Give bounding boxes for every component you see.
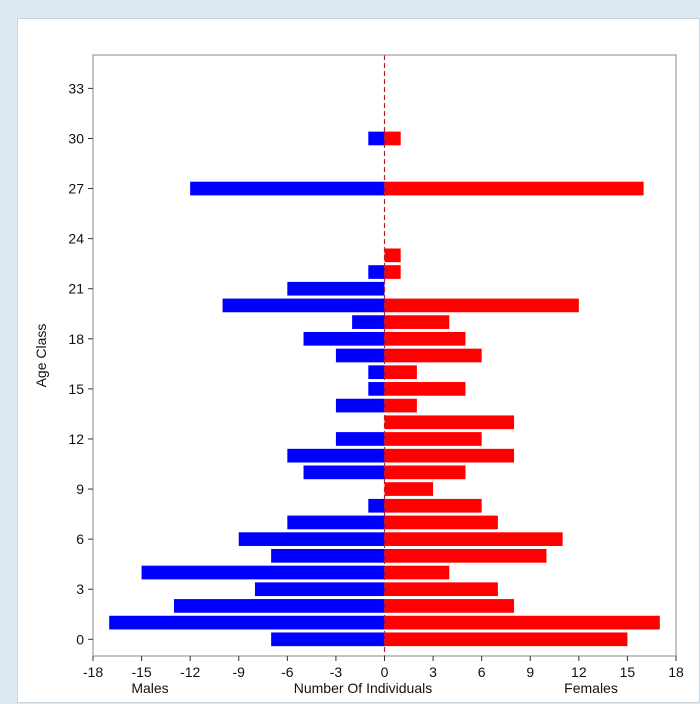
males-label: Males	[131, 680, 168, 696]
y-tick-label: 18	[68, 331, 84, 347]
bars-layer	[109, 131, 660, 647]
x-tick-label: 15	[620, 664, 636, 680]
female-bar-age-20	[384, 298, 579, 313]
female-bar-age-11	[384, 448, 515, 463]
female-bar-age-4	[384, 565, 450, 580]
females-label: Females	[564, 680, 618, 696]
population-pyramid-chart: -18 -15 -12 -9 -6 -3 0 3 6 9 12 15 18 0 3 6 9 12 15 18 21 24…	[33, 54, 684, 696]
y-tick-label: 27	[68, 181, 84, 197]
male-bar-age-7	[287, 515, 385, 530]
female-bar-age-23	[384, 248, 401, 263]
x-tick-label: 0	[381, 664, 389, 680]
female-bar-age-27	[384, 181, 644, 196]
male-bar-age-15	[368, 382, 385, 396]
y-tick-label: 30	[68, 130, 84, 146]
female-bar-age-7	[384, 515, 498, 530]
y-tick-label: 3	[76, 581, 84, 597]
female-bar-age-18	[384, 331, 466, 346]
male-bar-age-14	[335, 398, 385, 413]
x-tick-label: -3	[330, 664, 343, 680]
female-bar-age-22	[384, 265, 401, 279]
chart-panel: -18 -15 -12 -9 -6 -3 0 3 6 9 12 15 18 0 3 6 9 12 15 18 21 24…	[17, 18, 700, 703]
male-bar-age-17	[335, 348, 385, 363]
x-axis-label: Number Of Individuals	[294, 680, 433, 696]
y-tick-label: 0	[76, 631, 84, 647]
y-tick-label: 33	[68, 80, 84, 96]
female-bar-age-13	[384, 415, 515, 430]
y-tick-label: 12	[68, 431, 84, 447]
female-bar-age-0	[384, 632, 628, 647]
female-bar-age-3	[384, 582, 498, 597]
x-tick-label: -18	[83, 664, 103, 680]
x-tick-label: -9	[233, 664, 246, 680]
female-bar-age-30	[384, 131, 401, 146]
male-bar-age-12	[335, 432, 385, 446]
male-bar-age-5	[271, 548, 385, 563]
x-axis-ticks: -18 -15 -12 -9 -6 -3 0 3 6 9 12 15 18	[83, 656, 684, 680]
male-bar-age-22	[368, 265, 385, 279]
female-bar-age-9	[384, 482, 434, 496]
male-bar-age-16	[368, 365, 385, 380]
y-tick-label: 21	[68, 281, 84, 297]
x-tick-label: 3	[429, 664, 437, 680]
female-bar-age-17	[384, 348, 482, 363]
x-tick-label: 18	[668, 664, 684, 680]
male-bar-age-19	[352, 315, 385, 329]
female-bar-age-2	[384, 599, 515, 613]
y-tick-label: 15	[68, 381, 84, 397]
male-bar-age-2	[173, 599, 385, 613]
female-bar-age-5	[384, 548, 547, 563]
female-bar-age-6	[384, 532, 563, 546]
male-bar-age-21	[287, 281, 385, 296]
female-bar-age-19	[384, 315, 450, 329]
male-bar-age-8	[368, 498, 385, 513]
x-tick-label: 9	[526, 664, 534, 680]
female-bar-age-12	[384, 432, 482, 446]
y-axis-label: Age Class	[33, 324, 49, 388]
x-tick-label: -6	[281, 664, 294, 680]
x-tick-label: 12	[571, 664, 587, 680]
male-bar-age-1	[109, 615, 385, 630]
y-tick-label: 6	[76, 531, 84, 547]
female-bar-age-14	[384, 398, 417, 413]
female-bar-age-1	[384, 615, 660, 630]
y-tick-label: 24	[68, 231, 84, 247]
male-bar-age-0	[271, 632, 385, 647]
female-bar-age-8	[384, 498, 482, 513]
male-bar-age-27	[190, 181, 385, 196]
male-bar-age-20	[222, 298, 385, 313]
male-bar-age-18	[303, 331, 385, 346]
y-axis-ticks: 0 3 6 9 12 15 18 21 24 27 30 33	[68, 80, 93, 647]
male-bar-age-3	[254, 582, 385, 597]
x-tick-label: -12	[180, 664, 200, 680]
male-bar-age-11	[287, 448, 385, 463]
x-tick-label: 6	[478, 664, 486, 680]
male-bar-age-30	[368, 131, 385, 146]
y-tick-label: 9	[76, 481, 84, 497]
male-bar-age-6	[238, 532, 385, 546]
male-bar-age-10	[303, 465, 385, 480]
female-bar-age-15	[384, 382, 466, 396]
female-bar-age-16	[384, 365, 417, 380]
female-bar-age-10	[384, 465, 466, 480]
x-tick-label: -15	[131, 664, 151, 680]
male-bar-age-4	[141, 565, 385, 580]
